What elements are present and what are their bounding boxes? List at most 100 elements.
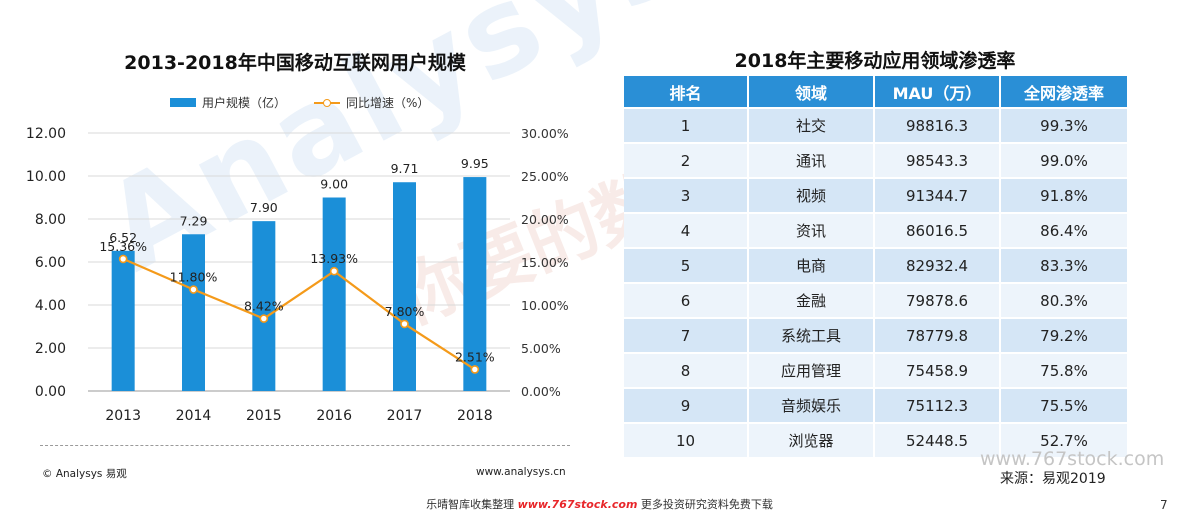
header-mau: MAU（万）	[875, 76, 1001, 109]
bar	[252, 221, 276, 391]
line-value-label: 8.42%	[244, 299, 284, 314]
line-point	[259, 314, 269, 323]
line-point	[470, 365, 480, 374]
copyright-text: © Analysys 易观	[42, 468, 127, 480]
y-right-tick-label: 20.00%	[521, 212, 569, 227]
cell-rank: 1	[624, 109, 749, 144]
cell-penetration: 99.3%	[1001, 109, 1127, 144]
cell-rank: 9	[624, 389, 749, 424]
cell-penetration: 52.7%	[1001, 424, 1127, 459]
cell-mau: 78779.8	[875, 319, 1001, 354]
y-right-tick-label: 5.00%	[521, 341, 561, 356]
legend-item-bar: 用户规模（亿）	[170, 94, 286, 111]
combo-chart: 0.00 2.00 4.00 6.00 8.00 10.00 12.00 0.00% 5.00%…	[26, 126, 569, 424]
table-row: 8 应用管理 75458.9 75.8%	[624, 354, 1127, 389]
cell-mau: 86016.5	[875, 214, 1001, 249]
y-left-tick-label: 4.00	[35, 298, 66, 314]
y-right-tick-label: 25.00%	[521, 169, 569, 184]
cell-penetration: 83.3%	[1001, 249, 1127, 284]
cell-domain: 音频娱乐	[749, 389, 875, 424]
cell-domain: 电商	[749, 249, 875, 284]
line-value-label: 2.51%	[455, 349, 495, 364]
cell-mau: 52448.5	[875, 424, 1001, 459]
y-right-tick-label: 0.00%	[521, 384, 561, 399]
table-title: 2018年主要移动应用领域渗透率	[734, 50, 1016, 72]
cell-domain: 社交	[749, 109, 875, 144]
page-number: 7	[1160, 498, 1168, 512]
table-header-row: 排名 领域 MAU（万） 全网渗透率	[624, 76, 1127, 109]
bar	[322, 197, 346, 391]
line-point	[400, 319, 409, 329]
cell-domain: 视频	[749, 179, 875, 214]
table-row: 6 金融 79878.6 80.3%	[624, 284, 1127, 319]
x-tick-label: 2018	[457, 408, 493, 424]
website-text: www.analysys.cn	[476, 466, 566, 478]
x-tick-label: 2017	[387, 408, 423, 424]
cell-mau: 82932.4	[875, 249, 1001, 284]
legend-line-label: 同比增速（%）	[346, 96, 430, 110]
cell-mau: 75458.9	[875, 354, 1001, 389]
banner-site-link[interactable]: www.767stock.com	[517, 498, 638, 511]
line-point	[118, 254, 128, 264]
cell-mau: 98816.3	[875, 109, 1001, 144]
y-left-tick-label: 2.00	[35, 341, 66, 357]
source-text: 来源：易观2019	[1000, 471, 1106, 487]
table-row: 5 电商 82932.4 83.3%	[624, 249, 1127, 284]
chart-legend: 用户规模（亿） 同比增速（%）	[170, 94, 429, 111]
y-left-tick-label: 12.00	[26, 126, 66, 142]
banner-suffix: 更多投资研究资料免费下载	[640, 498, 773, 511]
cell-rank: 8	[624, 354, 749, 389]
bar	[182, 234, 205, 391]
cell-penetration: 75.5%	[1001, 389, 1127, 424]
cell-penetration: 91.8%	[1001, 179, 1127, 214]
y-left-tick-label: 0.00	[35, 384, 66, 400]
cell-mau: 75112.3	[875, 389, 1001, 424]
y-left-tick-label: 10.00	[26, 169, 66, 185]
bar	[393, 182, 416, 391]
cell-rank: 10	[624, 424, 749, 459]
chart-title: 2013-2018年中国移动互联网用户规模	[124, 52, 466, 74]
x-tick-label: 2015	[246, 408, 282, 424]
banner-prefix: 乐晴智库收集整理	[426, 498, 515, 511]
bar-value-label: 9.00	[320, 177, 348, 192]
cell-domain: 资讯	[749, 214, 875, 249]
x-tick-label: 2013	[105, 408, 141, 424]
table-row: 4 资讯 86016.5 86.4%	[624, 214, 1127, 249]
footer-divider	[40, 445, 570, 446]
cell-penetration: 80.3%	[1001, 284, 1127, 319]
table-row: 3 视频 91344.7 91.8%	[624, 179, 1127, 214]
header-rank: 排名	[624, 76, 749, 109]
cell-domain: 金融	[749, 284, 875, 319]
cell-penetration: 79.2%	[1001, 319, 1127, 354]
x-tick-label: 2016	[316, 408, 352, 424]
legend-bar-swatch	[170, 98, 196, 107]
line-value-label: 15.36%	[99, 239, 147, 254]
header-domain: 领域	[749, 76, 875, 109]
bar-value-label: 7.29	[180, 213, 208, 228]
growth-line	[122, 257, 476, 371]
cell-rank: 6	[624, 284, 749, 319]
cell-mau: 91344.7	[875, 179, 1001, 214]
cell-domain: 系统工具	[749, 319, 875, 354]
bottom-banner: 乐晴智库收集整理 www.767stock.com 更多投资研究资料免费下载	[0, 496, 1199, 512]
legend-line-swatch	[314, 98, 341, 107]
bar-value-label: 6.52	[109, 230, 137, 245]
cell-penetration: 75.8%	[1001, 354, 1127, 389]
bar-value-label: 9.71	[391, 161, 419, 176]
table-row: 1 社交 98816.3 99.3%	[624, 109, 1127, 144]
y-right-tick-label: 30.00%	[521, 126, 569, 141]
y-left-tick-label: 8.00	[35, 212, 66, 228]
bar	[111, 250, 135, 391]
cell-penetration: 99.0%	[1001, 144, 1127, 179]
table-row: 2 通讯 98543.3 99.0%	[624, 144, 1127, 179]
cell-mau: 98543.3	[875, 144, 1001, 179]
legend-bar-label: 用户规模（亿）	[202, 96, 287, 110]
bar-value-label: 7.90	[250, 200, 278, 215]
cell-domain: 浏览器	[749, 424, 875, 459]
table-row: 7 系统工具 78779.8 79.2%	[624, 319, 1127, 354]
x-tick-label: 2014	[176, 408, 212, 424]
cell-rank: 7	[624, 319, 749, 354]
bar	[463, 177, 487, 391]
legend-item-line: 同比增速（%）	[314, 94, 429, 111]
cell-penetration: 86.4%	[1001, 214, 1127, 249]
